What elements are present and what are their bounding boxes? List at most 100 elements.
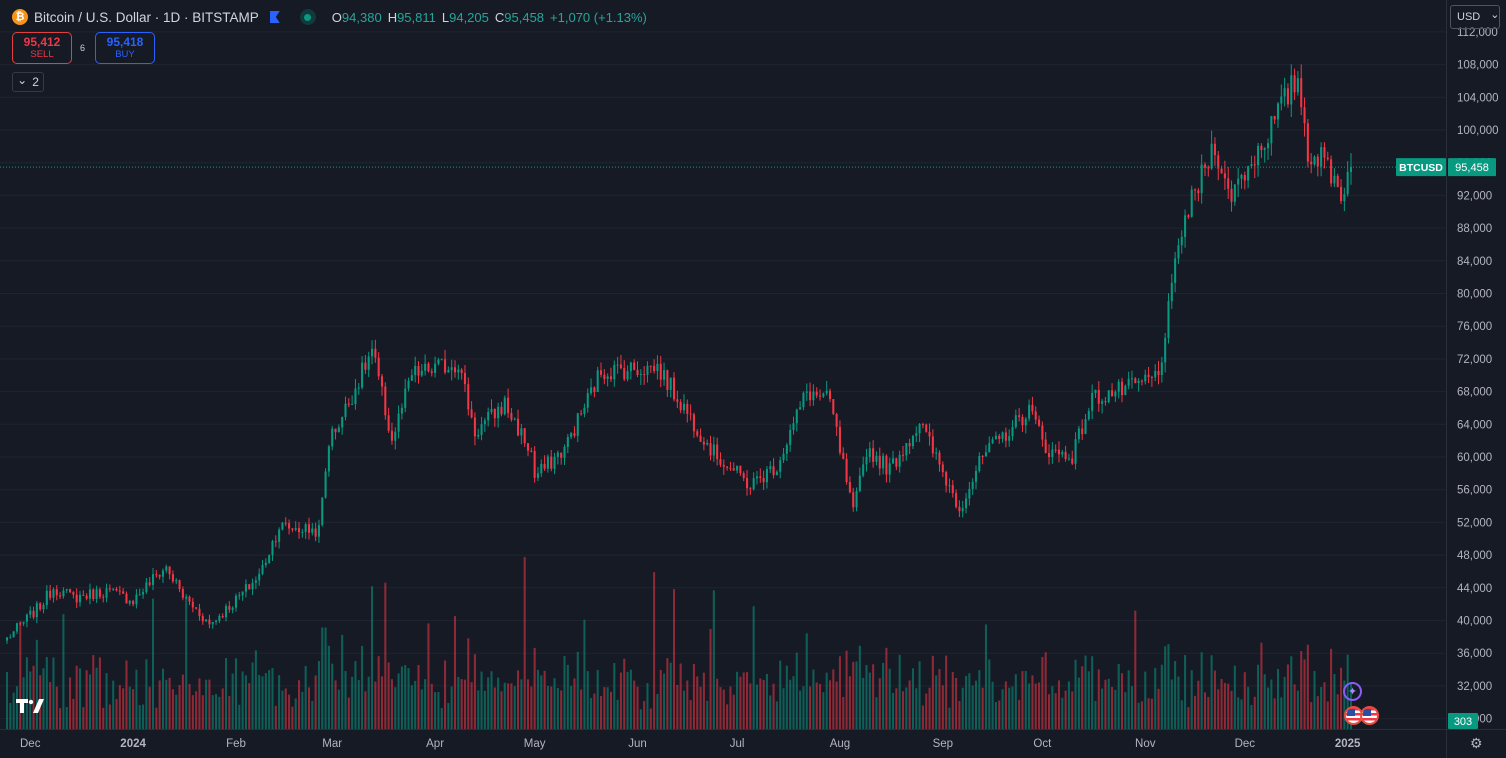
candle-body: [746, 478, 749, 489]
volume-bar: [646, 683, 649, 729]
volume-bar: [410, 685, 413, 729]
volume-bar: [444, 660, 447, 729]
candle-body: [1074, 439, 1077, 464]
candle-body: [536, 473, 539, 478]
candle-body: [862, 464, 865, 476]
volume-bar: [928, 687, 931, 729]
volume-bar: [215, 694, 218, 729]
indicators-collapse-button[interactable]: ⌄ 2: [12, 72, 44, 92]
flag-icon[interactable]: [269, 11, 280, 23]
volume-bar: [686, 680, 689, 729]
candle-body: [679, 402, 682, 411]
candle-body: [1340, 186, 1343, 202]
volume-bar: [1024, 670, 1027, 729]
candle-body: [649, 365, 652, 367]
candle-body: [822, 393, 825, 397]
candle-body: [832, 399, 835, 415]
volume-bar: [991, 681, 994, 729]
volume-bar: [361, 645, 364, 729]
candle-body: [1283, 88, 1286, 97]
candle-body: [1120, 381, 1124, 396]
candle-body: [254, 580, 257, 583]
volume-bar: [1210, 655, 1213, 729]
volume-bar: [613, 663, 616, 729]
candle-body: [1044, 439, 1047, 454]
candle-body: [1223, 173, 1226, 179]
volume-bar: [437, 692, 440, 729]
volume-bar: [294, 698, 297, 729]
candle-body: [85, 595, 88, 599]
sparkle-event-icon[interactable]: ✦: [1343, 682, 1362, 701]
sell-price: 95,412: [23, 35, 61, 49]
candle-body: [251, 582, 254, 590]
volume-bar: [59, 708, 62, 729]
candle-body: [1014, 415, 1017, 428]
candle-body: [178, 580, 181, 589]
candle-body: [1227, 178, 1230, 189]
candle-body: [563, 446, 566, 458]
candle-body: [424, 363, 427, 371]
candle-body: [271, 541, 274, 556]
sell-button[interactable]: 95,412 SELL: [12, 32, 72, 64]
volume-bar: [191, 695, 194, 729]
candle-body: [390, 430, 393, 441]
volume-bar: [480, 671, 483, 729]
volume-bar: [201, 695, 204, 729]
candle-body: [45, 590, 48, 606]
tradingview-logo-icon[interactable]: [16, 697, 46, 715]
volume-bar: [921, 705, 924, 729]
candle-body: [1081, 428, 1084, 435]
volume-bar: [918, 661, 921, 729]
candle-body: [1323, 147, 1326, 158]
candle-body: [1011, 427, 1014, 437]
currency-select[interactable]: USD ⌄: [1450, 5, 1500, 29]
candle-body: [845, 458, 848, 483]
candle-body: [25, 614, 28, 622]
volume-bar: [590, 697, 593, 729]
buy-button[interactable]: 95,418 BUY: [95, 32, 155, 64]
volume-bar: [513, 686, 516, 729]
candle-body: [1067, 458, 1070, 460]
volume-bar: [649, 708, 652, 729]
volume-bar: [759, 678, 762, 729]
ohlc-close-value: 95,458: [504, 9, 545, 25]
volume-bar: [171, 689, 174, 729]
symbol-title[interactable]: Bitcoin / U.S. Dollar · 1D · BITSTAMP: [34, 9, 259, 25]
candle-body: [629, 362, 632, 372]
candle-body: [15, 623, 18, 632]
candle-body: [965, 498, 968, 509]
volume-bar: [1130, 686, 1134, 729]
volume-bar: [1303, 659, 1306, 729]
candle-body: [400, 407, 403, 414]
us-flag-event-icon[interactable]: [1360, 706, 1379, 725]
candle-body: [1310, 161, 1313, 165]
y-tick-label: 76,000: [1457, 321, 1492, 333]
candle-body: [779, 460, 782, 472]
candle-body: [414, 365, 417, 376]
candle-body: [1167, 301, 1170, 338]
candle-body: [1267, 143, 1270, 149]
candle-body: [1164, 337, 1167, 363]
candle-body: [1160, 362, 1163, 375]
volume-bar: [782, 688, 785, 729]
volume-bar: [1243, 672, 1246, 729]
volume-bar: [653, 572, 656, 729]
volume-bar: [1041, 656, 1044, 729]
volume-bar: [692, 663, 695, 729]
volume-bar: [1134, 610, 1137, 729]
volume-bar: [62, 614, 65, 729]
candle-body: [98, 589, 101, 597]
candle-body: [984, 452, 987, 457]
volume-bar: [175, 694, 178, 729]
candle-body: [609, 376, 612, 380]
us-flag-event-icon[interactable]: [1344, 706, 1363, 725]
volume-bar: [802, 686, 805, 729]
volume-bar: [765, 673, 768, 729]
settings-gear-icon[interactable]: ⚙: [1470, 735, 1483, 751]
volume-bar: [1174, 661, 1177, 729]
volume-bar: [994, 702, 997, 729]
volume-bar: [1300, 651, 1303, 729]
candle-body: [380, 376, 384, 387]
volume-bar: [709, 628, 712, 729]
